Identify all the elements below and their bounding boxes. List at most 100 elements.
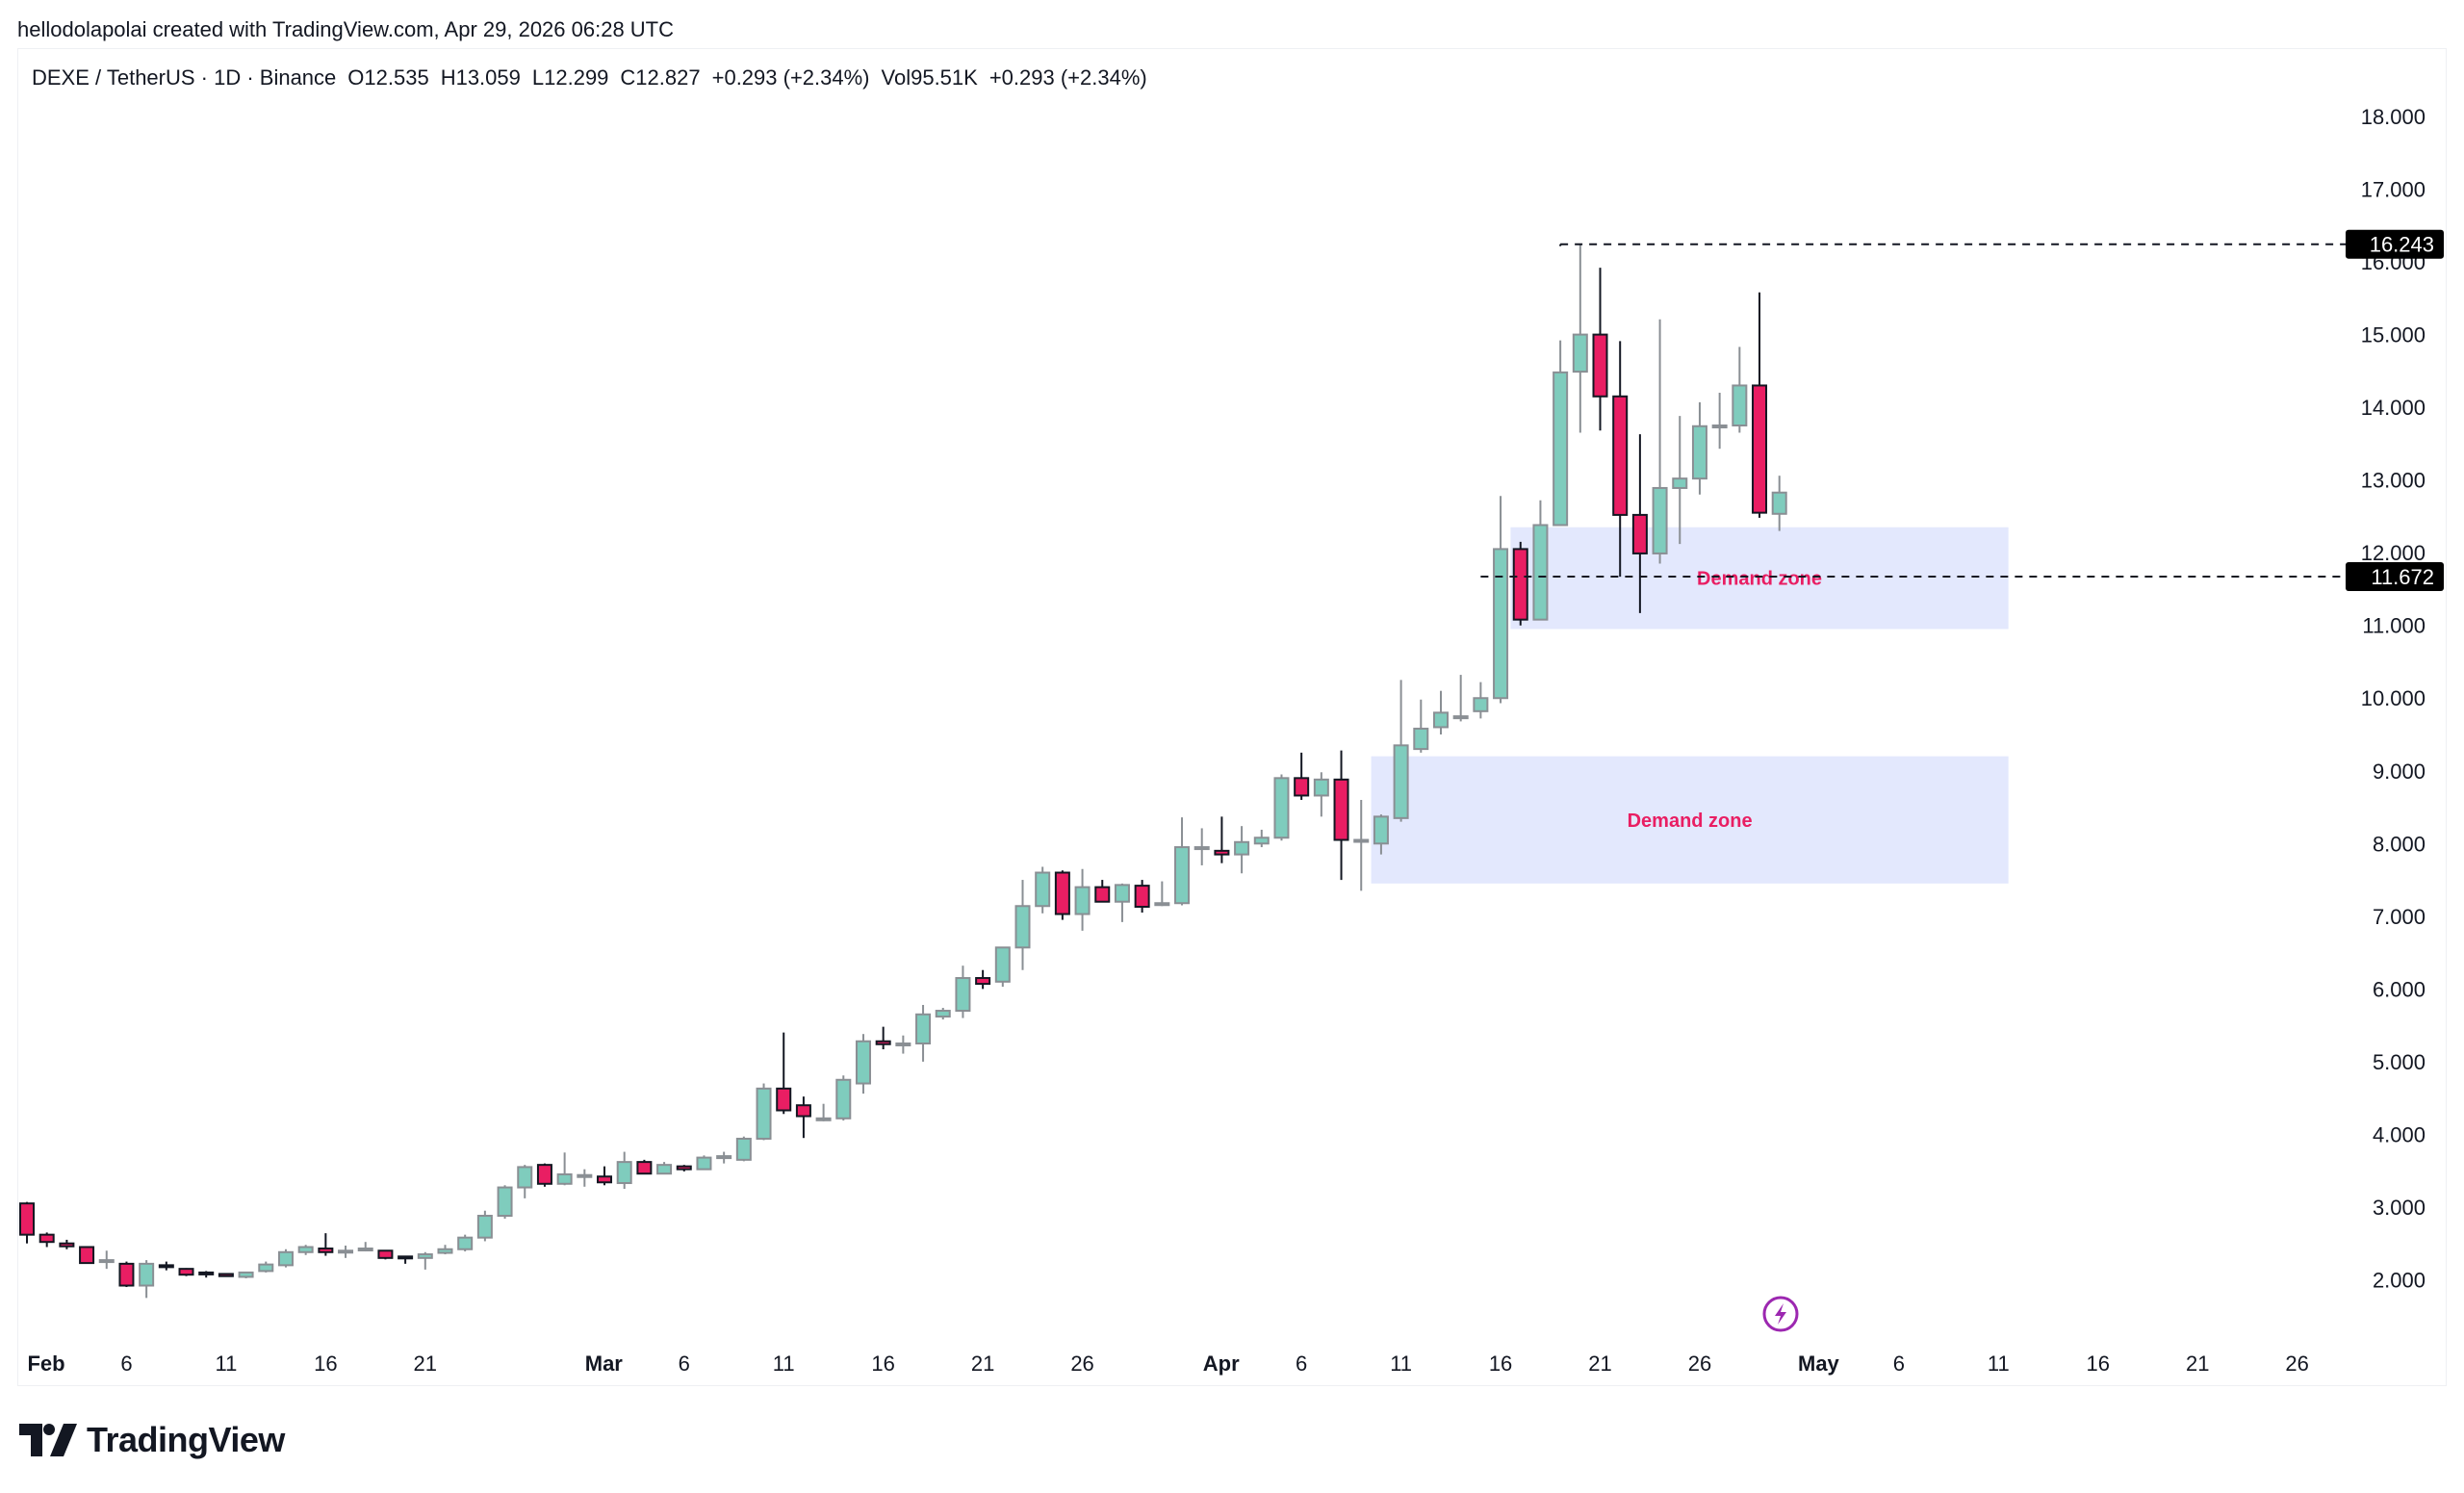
candle-down[interactable] bbox=[1333, 750, 1349, 881]
time-tick-label: 6 bbox=[1893, 1351, 1905, 1376]
candle-down[interactable] bbox=[1592, 268, 1608, 431]
demand-zone-box[interactable] bbox=[1510, 527, 2009, 630]
candle-down[interactable] bbox=[975, 969, 991, 990]
candle-up[interactable] bbox=[556, 1152, 573, 1186]
candle-down[interactable] bbox=[1631, 434, 1648, 613]
candle-down[interactable] bbox=[597, 1166, 613, 1186]
candle-down[interactable] bbox=[59, 1239, 75, 1249]
candle-up[interactable] bbox=[1672, 416, 1688, 545]
candle-up[interactable] bbox=[716, 1151, 732, 1164]
time-tick-label: 26 bbox=[2285, 1351, 2308, 1376]
candle-down[interactable] bbox=[536, 1163, 552, 1187]
candle-up[interactable] bbox=[835, 1075, 852, 1121]
candle-up[interactable] bbox=[476, 1210, 493, 1242]
candle-up[interactable] bbox=[1154, 881, 1170, 907]
candle-up[interactable] bbox=[735, 1136, 752, 1162]
candle-up[interactable] bbox=[277, 1248, 294, 1268]
time-axis[interactable]: Feb 6 11 16 21 Mar 6 11 16 21 26 Apr 6 11 16 21 26 May 6 11… bbox=[27, 1351, 2308, 1376]
price-axis[interactable]: 18.00017.00016.00015.00014.00013.00012.0… bbox=[2361, 105, 2426, 1292]
candle-down[interactable] bbox=[118, 1261, 135, 1288]
candle-down[interactable] bbox=[178, 1268, 194, 1276]
candle-up[interactable] bbox=[1074, 868, 1091, 931]
candle-up[interactable] bbox=[1035, 866, 1051, 914]
candle-up[interactable] bbox=[1691, 401, 1707, 495]
candle-down[interactable] bbox=[1612, 341, 1629, 578]
candle-down[interactable] bbox=[1512, 541, 1528, 626]
candle-down[interactable] bbox=[676, 1165, 692, 1171]
candle-up[interactable] bbox=[656, 1162, 673, 1175]
candle-up[interactable] bbox=[1353, 799, 1370, 891]
candle-down[interactable] bbox=[1294, 752, 1310, 800]
candle-up[interactable] bbox=[696, 1155, 712, 1171]
candle-up[interactable] bbox=[915, 1004, 932, 1062]
candle-down[interactable] bbox=[198, 1271, 215, 1278]
candle-up[interactable] bbox=[517, 1165, 533, 1198]
candle-up[interactable] bbox=[1014, 880, 1031, 970]
candle-down[interactable] bbox=[1094, 880, 1111, 903]
candle-up[interactable] bbox=[756, 1083, 772, 1141]
candle-up[interactable] bbox=[338, 1245, 354, 1258]
candle-up[interactable] bbox=[1313, 772, 1329, 817]
candle-up[interactable] bbox=[98, 1250, 115, 1270]
candle-down[interactable] bbox=[377, 1249, 394, 1260]
candle-down[interactable] bbox=[636, 1159, 653, 1175]
candle-up[interactable] bbox=[457, 1234, 474, 1252]
candle-up[interactable] bbox=[1532, 500, 1549, 621]
price-tick-label: 9.000 bbox=[2373, 759, 2426, 784]
candle-up[interactable] bbox=[1493, 496, 1509, 704]
candle-up[interactable] bbox=[1273, 774, 1290, 841]
candle-up[interactable] bbox=[1452, 675, 1469, 722]
candle-up[interactable] bbox=[357, 1242, 373, 1252]
candle-down[interactable] bbox=[398, 1255, 414, 1264]
candle-up[interactable] bbox=[417, 1251, 433, 1270]
candle-down[interactable] bbox=[1752, 292, 1768, 518]
candle-up[interactable] bbox=[1473, 682, 1489, 719]
candle-down[interactable] bbox=[795, 1096, 811, 1139]
candle-up[interactable] bbox=[258, 1261, 274, 1273]
candle-down[interactable] bbox=[158, 1261, 174, 1271]
candle-up[interactable] bbox=[1413, 699, 1429, 753]
symbol-name[interactable]: DEXE / TetherUS · 1D · Binance bbox=[32, 65, 337, 90]
candle-up[interactable] bbox=[1572, 244, 1588, 433]
candle-up[interactable] bbox=[1174, 817, 1191, 906]
candle-up[interactable] bbox=[1732, 347, 1748, 433]
candle-down[interactable] bbox=[776, 1032, 792, 1115]
candle-up[interactable] bbox=[297, 1245, 314, 1255]
candle-up[interactable] bbox=[1114, 883, 1130, 922]
candle-down[interactable] bbox=[218, 1273, 234, 1277]
candle-up[interactable] bbox=[616, 1151, 632, 1190]
candle-up[interactable] bbox=[935, 1007, 951, 1020]
candle-down[interactable] bbox=[1054, 870, 1070, 920]
candle-down[interactable] bbox=[875, 1026, 891, 1050]
candle-down[interactable] bbox=[19, 1201, 35, 1244]
candle-down[interactable] bbox=[79, 1246, 95, 1265]
candle-up[interactable] bbox=[1373, 814, 1389, 855]
candle-up[interactable] bbox=[815, 1103, 832, 1121]
candle-up[interactable] bbox=[1393, 680, 1409, 822]
candle-up[interactable] bbox=[577, 1169, 593, 1187]
candle-up[interactable] bbox=[895, 1035, 911, 1054]
candle-up[interactable] bbox=[1652, 319, 1668, 564]
candle-down[interactable] bbox=[1134, 880, 1150, 914]
candle-down[interactable] bbox=[318, 1233, 334, 1256]
candle-up[interactable] bbox=[437, 1245, 453, 1255]
candle-up[interactable] bbox=[1194, 828, 1210, 865]
candle-up[interactable] bbox=[1234, 826, 1250, 874]
candle-up[interactable] bbox=[994, 946, 1011, 988]
candle-up[interactable] bbox=[1432, 690, 1449, 735]
candle-up[interactable] bbox=[1553, 340, 1569, 527]
candle-up[interactable] bbox=[1711, 393, 1728, 450]
candle-up[interactable] bbox=[1253, 829, 1270, 848]
tradingview-logo[interactable]: TradingView bbox=[19, 1419, 285, 1461]
candle-up[interactable] bbox=[1771, 476, 1787, 531]
candle-up[interactable] bbox=[955, 965, 971, 1018]
candle-up[interactable] bbox=[238, 1271, 254, 1278]
event-marker[interactable] bbox=[1762, 1296, 1799, 1332]
candle-down[interactable] bbox=[38, 1232, 55, 1248]
candle-up[interactable] bbox=[139, 1260, 155, 1299]
candle-up[interactable] bbox=[497, 1185, 513, 1220]
candle-up[interactable] bbox=[855, 1034, 871, 1094]
demand-zone-box[interactable] bbox=[1371, 756, 2009, 884]
candle-down[interactable] bbox=[1214, 816, 1230, 863]
